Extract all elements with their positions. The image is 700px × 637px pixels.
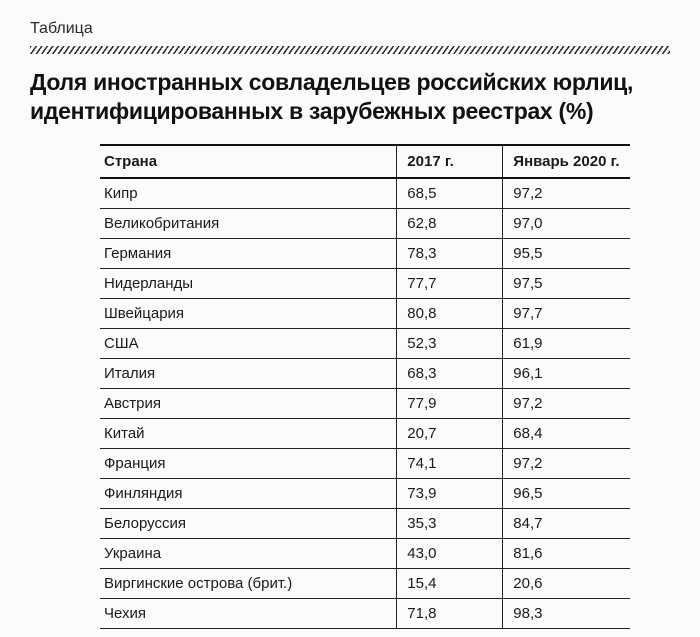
cell-2017: 43,0	[397, 538, 503, 568]
cell-2020: 97,2	[503, 388, 630, 418]
cell-country: Германия	[100, 238, 397, 268]
cell-2017: 80,8	[397, 298, 503, 328]
cell-2017: 77,9	[397, 388, 503, 418]
table-row: Белоруссия35,384,7	[100, 508, 630, 538]
cell-2017: 68,3	[397, 358, 503, 388]
data-table: Страна 2017 г. Январь 2020 г. Кипр68,597…	[100, 144, 630, 629]
table-row: Швейцария80,897,7	[100, 298, 630, 328]
cell-2020: 95,5	[503, 238, 630, 268]
cell-2020: 81,6	[503, 538, 630, 568]
table-row: Чехия71,898,3	[100, 598, 630, 628]
cell-country: Нидерланды	[100, 268, 397, 298]
cell-2017: 52,3	[397, 328, 503, 358]
cell-2017: 20,7	[397, 418, 503, 448]
table-row: Китай20,768,4	[100, 418, 630, 448]
cell-2020: 97,5	[503, 268, 630, 298]
cell-2017: 62,8	[397, 208, 503, 238]
table-row: США52,361,9	[100, 328, 630, 358]
col-header-country: Страна	[100, 145, 397, 178]
table-row: Украина43,081,6	[100, 538, 630, 568]
table-body: Кипр68,597,2Великобритания62,897,0Герман…	[100, 178, 630, 629]
cell-2020: 96,5	[503, 478, 630, 508]
table-row: Нидерланды77,797,5	[100, 268, 630, 298]
cell-country: Китай	[100, 418, 397, 448]
section-label: Таблица	[30, 20, 670, 38]
cell-2020: 97,2	[503, 448, 630, 478]
cell-2017: 68,5	[397, 178, 503, 209]
cell-country: Австрия	[100, 388, 397, 418]
table-row: Франция74,197,2	[100, 448, 630, 478]
cell-2020: 97,2	[503, 178, 630, 209]
cell-2020: 61,9	[503, 328, 630, 358]
cell-country: Украина	[100, 538, 397, 568]
cell-2020: 98,3	[503, 598, 630, 628]
col-header-2020: Январь 2020 г.	[503, 145, 630, 178]
cell-country: Италия	[100, 358, 397, 388]
table-row: Италия68,396,1	[100, 358, 630, 388]
cell-2020: 84,7	[503, 508, 630, 538]
cell-country: Финляндия	[100, 478, 397, 508]
cell-country: Чехия	[100, 598, 397, 628]
table-row: Виргинские острова (брит.)15,420,6	[100, 568, 630, 598]
divider	[30, 46, 670, 54]
cell-2017: 15,4	[397, 568, 503, 598]
cell-2020: 96,1	[503, 358, 630, 388]
table-row: Кипр68,597,2	[100, 178, 630, 209]
cell-country: Швейцария	[100, 298, 397, 328]
cell-2020: 97,7	[503, 298, 630, 328]
table-header-row: Страна 2017 г. Январь 2020 г.	[100, 145, 630, 178]
cell-country: Франция	[100, 448, 397, 478]
cell-country: Великобритания	[100, 208, 397, 238]
cell-2020: 20,6	[503, 568, 630, 598]
cell-2017: 73,9	[397, 478, 503, 508]
cell-2017: 77,7	[397, 268, 503, 298]
cell-country: Кипр	[100, 178, 397, 209]
table-row: Австрия77,997,2	[100, 388, 630, 418]
table-row: Финляндия73,996,5	[100, 478, 630, 508]
table-container: Страна 2017 г. Январь 2020 г. Кипр68,597…	[30, 144, 670, 629]
page-title: Доля иностранных совладельцев российских…	[30, 68, 670, 126]
table-row: Великобритания62,897,0	[100, 208, 630, 238]
cell-country: Виргинские острова (брит.)	[100, 568, 397, 598]
cell-2017: 35,3	[397, 508, 503, 538]
col-header-2017: 2017 г.	[397, 145, 503, 178]
cell-country: Белоруссия	[100, 508, 397, 538]
cell-2017: 71,8	[397, 598, 503, 628]
cell-country: США	[100, 328, 397, 358]
cell-2020: 68,4	[503, 418, 630, 448]
cell-2017: 74,1	[397, 448, 503, 478]
cell-2017: 78,3	[397, 238, 503, 268]
table-row: Германия78,395,5	[100, 238, 630, 268]
cell-2020: 97,0	[503, 208, 630, 238]
